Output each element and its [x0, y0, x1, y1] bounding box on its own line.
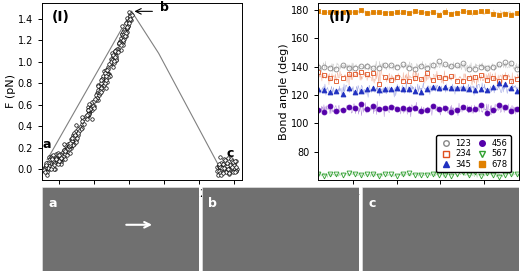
- Text: c: c: [368, 197, 376, 210]
- Y-axis label: Bond angle (deg): Bond angle (deg): [279, 43, 289, 140]
- X-axis label: r/2a: r/2a: [131, 201, 154, 211]
- Text: (II): (II): [329, 10, 352, 24]
- Text: a: a: [48, 197, 57, 210]
- Legend: 123, 234, 345, 456, 567, 678: 123, 234, 345, 456, 567, 678: [436, 135, 510, 173]
- Text: (I): (I): [52, 10, 70, 24]
- Text: b: b: [160, 1, 169, 14]
- X-axis label: r/2a: r/2a: [407, 201, 430, 211]
- Text: c: c: [226, 147, 234, 159]
- Text: b: b: [208, 197, 217, 210]
- Y-axis label: F (pN): F (pN): [6, 75, 16, 109]
- Text: a: a: [43, 138, 51, 151]
